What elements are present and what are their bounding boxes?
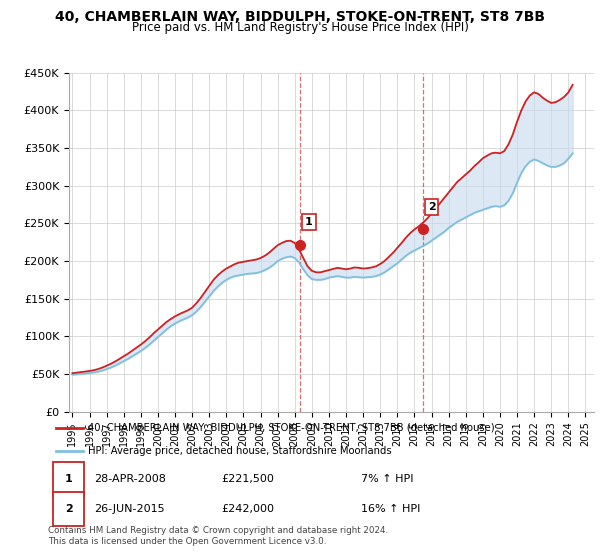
Text: HPI: Average price, detached house, Staffordshire Moorlands: HPI: Average price, detached house, Staf… [89, 446, 392, 456]
Text: 2: 2 [65, 504, 73, 514]
Text: £242,000: £242,000 [221, 504, 274, 514]
Text: 26-JUN-2015: 26-JUN-2015 [94, 504, 164, 514]
Text: 1: 1 [305, 217, 313, 227]
Bar [53, 462, 83, 496]
Text: 1: 1 [65, 474, 73, 484]
Bar [53, 492, 83, 526]
Text: 40, CHAMBERLAIN WAY, BIDDULPH, STOKE-ON-TRENT, ST8 7BB (detached house): 40, CHAMBERLAIN WAY, BIDDULPH, STOKE-ON-… [89, 423, 495, 432]
Text: 7% ↑ HPI: 7% ↑ HPI [361, 474, 414, 484]
Text: 16% ↑ HPI: 16% ↑ HPI [361, 504, 421, 514]
Text: Price paid vs. HM Land Registry's House Price Index (HPI): Price paid vs. HM Land Registry's House … [131, 21, 469, 34]
Text: 28-APR-2008: 28-APR-2008 [94, 474, 166, 484]
Text: 2: 2 [428, 202, 436, 212]
Text: 40, CHAMBERLAIN WAY, BIDDULPH, STOKE-ON-TRENT, ST8 7BB: 40, CHAMBERLAIN WAY, BIDDULPH, STOKE-ON-… [55, 10, 545, 24]
Text: Contains HM Land Registry data © Crown copyright and database right 2024.
This d: Contains HM Land Registry data © Crown c… [48, 526, 388, 546]
Text: £221,500: £221,500 [221, 474, 274, 484]
